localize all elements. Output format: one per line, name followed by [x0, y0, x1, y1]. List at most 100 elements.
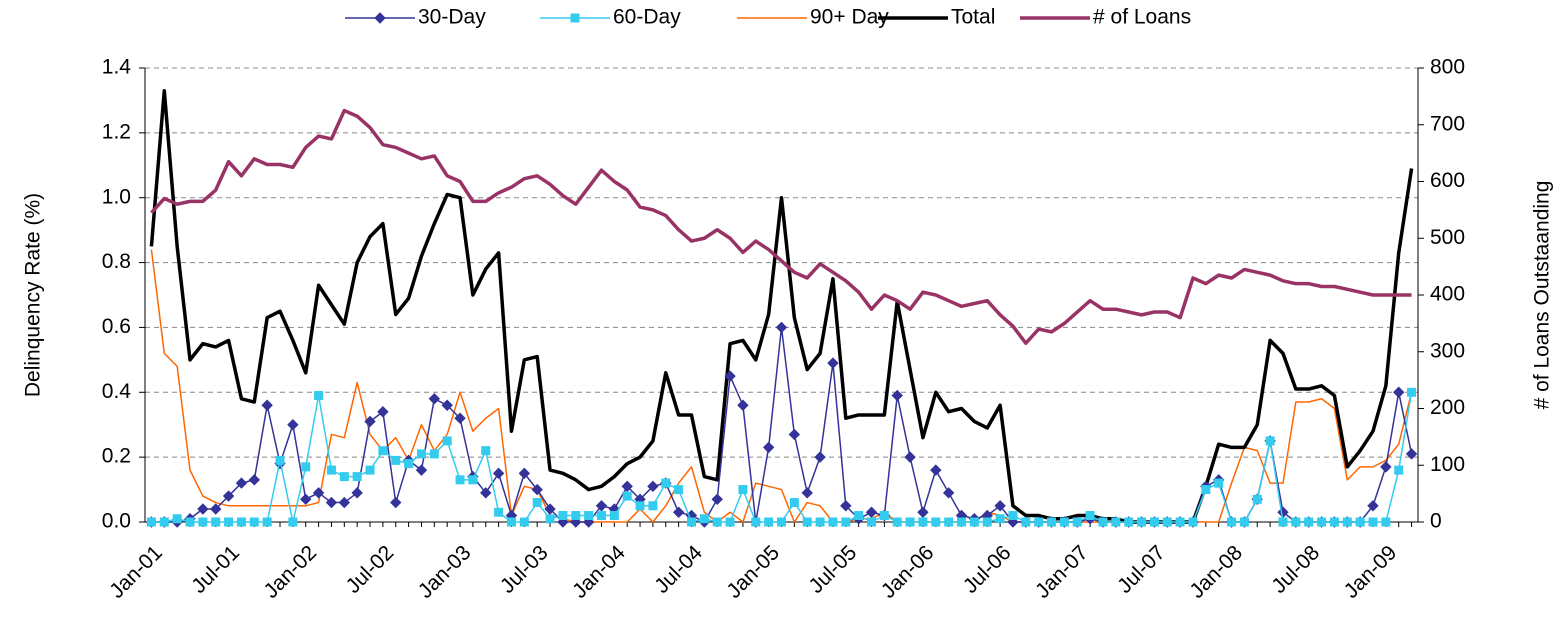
point	[1008, 511, 1018, 521]
point	[518, 467, 531, 480]
point	[621, 480, 633, 493]
point	[571, 511, 581, 521]
point	[1137, 517, 1147, 527]
point	[942, 487, 955, 499]
point	[198, 517, 208, 527]
point	[468, 475, 478, 485]
point	[351, 487, 363, 499]
point	[1201, 485, 1211, 495]
point	[314, 391, 324, 401]
point	[248, 474, 261, 486]
point	[995, 514, 1005, 524]
point	[352, 472, 362, 482]
point	[544, 503, 556, 515]
point	[415, 464, 428, 476]
point	[725, 517, 735, 527]
y-axis-title: Delinquency Rate (%)	[22, 193, 45, 397]
point	[454, 412, 466, 424]
point	[519, 517, 529, 527]
point	[390, 496, 402, 509]
legend-label: 60-Day	[613, 6, 681, 29]
point	[159, 517, 169, 527]
point	[865, 506, 878, 518]
legend-label: 90+ Day	[810, 6, 889, 29]
point	[635, 501, 645, 511]
y-tick-label: 0.0	[102, 510, 131, 533]
point	[917, 506, 929, 518]
point	[222, 490, 235, 502]
point	[1047, 517, 1057, 527]
point	[1034, 517, 1044, 527]
point	[1227, 517, 1237, 527]
y-tick-label: 1.0	[102, 185, 131, 208]
point	[146, 517, 156, 527]
point	[1393, 386, 1405, 398]
point	[494, 507, 504, 517]
point	[1394, 465, 1404, 475]
point	[764, 517, 774, 527]
point	[647, 480, 659, 493]
point	[674, 485, 684, 495]
point	[249, 517, 259, 527]
point	[326, 465, 336, 475]
point	[661, 478, 671, 488]
point	[814, 451, 826, 463]
line	[150, 249, 1413, 523]
point	[287, 419, 299, 431]
y2-tick-label: 400	[1430, 283, 1465, 306]
point	[262, 517, 272, 527]
y2-tick-label: 100	[1430, 453, 1465, 476]
legend-marker	[570, 13, 580, 23]
y-tick-label: 0.2	[102, 445, 131, 468]
point	[1021, 517, 1031, 527]
point	[686, 517, 696, 527]
point	[609, 511, 619, 521]
legend-label: # of Loans	[1093, 6, 1191, 29]
point	[648, 501, 658, 511]
point	[891, 389, 903, 402]
point	[391, 455, 401, 465]
point	[429, 449, 439, 459]
series	[150, 108, 1412, 345]
point	[210, 503, 222, 515]
point	[378, 446, 388, 456]
point	[1252, 494, 1262, 504]
point	[931, 517, 941, 527]
point	[1317, 517, 1327, 527]
point	[558, 511, 568, 521]
point	[1098, 517, 1108, 527]
point	[185, 517, 195, 527]
point	[235, 477, 248, 489]
legend-marker	[374, 12, 386, 24]
point	[1111, 517, 1121, 527]
point	[1342, 517, 1352, 527]
point	[275, 455, 285, 465]
point	[211, 517, 221, 527]
point	[481, 446, 491, 456]
point	[738, 485, 748, 495]
point	[441, 399, 453, 411]
point	[596, 511, 606, 521]
y-tick-label: 0.6	[102, 315, 131, 338]
point	[172, 514, 182, 524]
point	[801, 487, 813, 499]
point	[325, 496, 338, 509]
point	[301, 462, 311, 472]
point	[892, 517, 902, 527]
point	[339, 472, 349, 482]
line	[150, 108, 1412, 345]
point	[841, 517, 851, 527]
point	[1239, 517, 1249, 527]
point	[930, 464, 942, 476]
point	[840, 500, 852, 512]
y2-tick-label: 600	[1430, 169, 1465, 192]
point	[288, 517, 298, 527]
point	[904, 451, 916, 463]
legend-label: Total	[951, 6, 995, 29]
point	[1405, 448, 1418, 460]
point	[724, 370, 736, 382]
point	[788, 428, 801, 441]
point	[492, 467, 505, 480]
